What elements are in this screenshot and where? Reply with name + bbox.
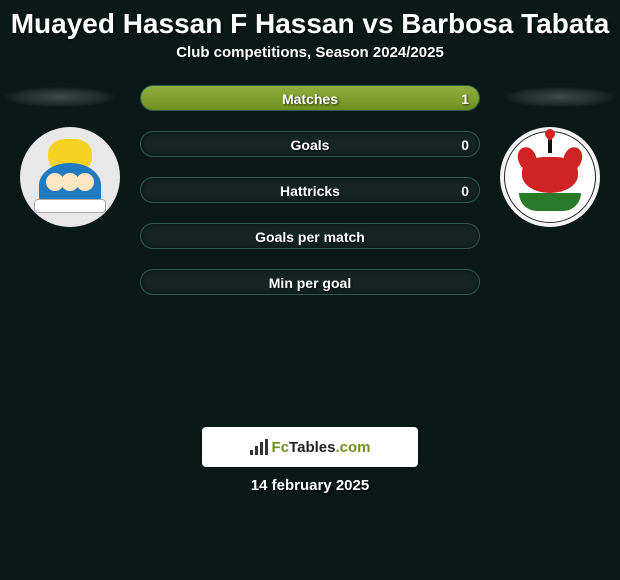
stat-bars: Matches 1 Goals 0 Hattricks 0 Goals per … [140,85,480,295]
stat-label: Matches [282,91,338,107]
stat-label: Hattricks [280,183,340,199]
stat-value-right: 0 [461,178,469,204]
logo-part-c: .com [335,439,370,456]
player-left-shadow [5,87,115,107]
stat-value-right: 0 [461,132,469,158]
chart-icon [250,439,268,455]
footer-date: 14 february 2025 [0,477,620,494]
stat-bar-goals: Goals 0 [140,131,480,157]
club-badge-right [500,127,600,227]
stat-label: Goals [291,137,330,153]
logo-part-a: Fc [272,439,290,456]
stat-bar-min-per-goal: Min per goal [140,269,480,295]
site-logo-text: Fc Tables .com [272,439,371,456]
stat-bar-hattricks: Hattricks 0 [140,177,480,203]
stat-bar-matches: Matches 1 [140,85,480,111]
comparison-area: Matches 1 Goals 0 Hattricks 0 Goals per … [0,85,620,415]
stat-label: Min per goal [269,275,351,291]
stat-bar-goals-per-match: Goals per match [140,223,480,249]
page-subtitle: Club competitions, Season 2024/2025 [0,44,620,61]
stat-value-right: 1 [461,86,469,112]
logo-part-b: Tables [289,439,335,456]
page-title: Muayed Hassan F Hassan vs Barbosa Tabata [0,0,620,44]
stat-label: Goals per match [255,229,365,245]
site-logo[interactable]: Fc Tables .com [202,427,418,467]
player-right-shadow [505,87,615,107]
club-badge-left [20,127,120,227]
